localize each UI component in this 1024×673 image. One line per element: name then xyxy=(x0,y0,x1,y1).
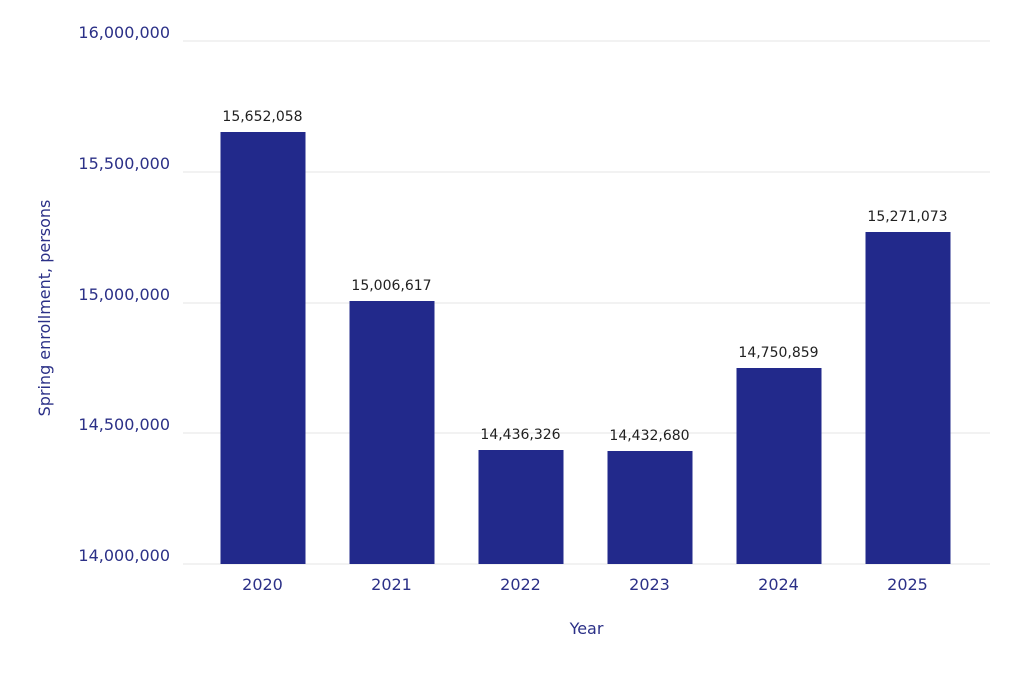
y-axis-tick-labels: 14,000,000 14,500,000 15,000,000 15,500,000… xyxy=(0,25,170,565)
gridline xyxy=(183,171,990,173)
bar-value-label-2023: 14,432,680 xyxy=(609,427,690,444)
bar-2023 xyxy=(607,450,692,564)
y-tick-label: 16,000,000 xyxy=(78,23,170,42)
gridline xyxy=(183,302,990,303)
x-tick-label-2023: 2023 xyxy=(629,575,670,594)
bar-value-label-2024: 14,750,859 xyxy=(738,344,819,361)
bar-value-label-2025: 15,271,073 xyxy=(867,208,948,225)
y-tick-label: 14,000,000 xyxy=(78,546,170,565)
bar-2022 xyxy=(478,449,563,564)
y-tick-label: 15,000,000 xyxy=(78,284,170,304)
bar-2021 xyxy=(349,300,434,564)
x-axis-title: Year xyxy=(569,619,604,638)
x-tick-label-2025: 2025 xyxy=(887,575,928,594)
x-tick-label-2021: 2021 xyxy=(371,575,412,594)
gridline xyxy=(183,432,990,434)
y-tick-label: 15,500,000 xyxy=(78,153,170,173)
x-tick-label-2020: 2020 xyxy=(242,575,283,594)
bar-2025 xyxy=(865,231,950,564)
y-tick-label: 14,500,000 xyxy=(78,415,170,435)
bar-2024 xyxy=(736,367,821,564)
bar-value-label-2021: 15,006,617 xyxy=(351,277,432,294)
bar-2020 xyxy=(220,132,305,564)
x-tick-label-2024: 2024 xyxy=(758,575,799,594)
gridline xyxy=(183,40,990,42)
x-tick-label-2022: 2022 xyxy=(500,575,541,594)
bar-value-label-2022: 14,436,326 xyxy=(480,426,561,443)
bar-value-label-2020: 15,652,058 xyxy=(222,109,303,125)
plot-area: Year 15,652,058 2020 15,006,617 2021 14,436,… xyxy=(183,40,990,637)
gridline xyxy=(183,563,990,565)
